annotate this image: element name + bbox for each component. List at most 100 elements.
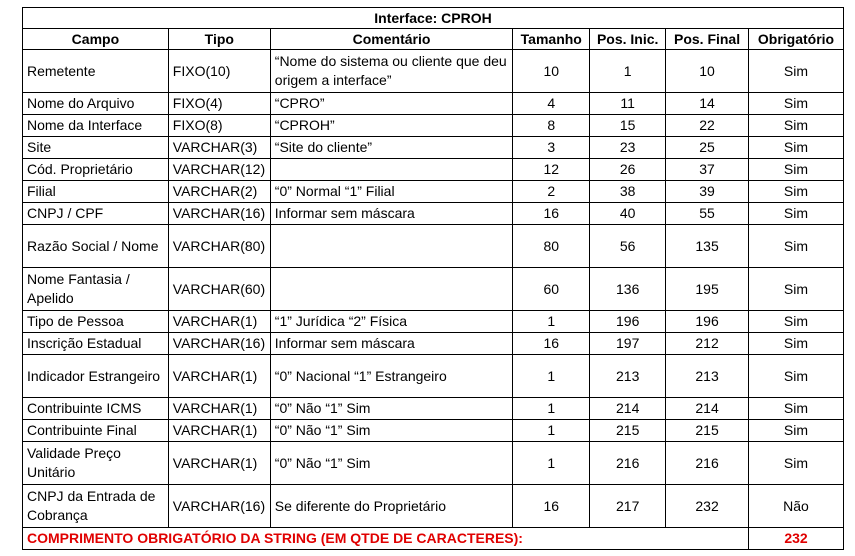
cell-pos-inic: 26 (589, 158, 667, 181)
table-row: Remetente FIXO(10) “Nome do sistema ou cli… (22, 49, 845, 93)
cell-obrigatorio: Sim (747, 441, 845, 485)
cell-comentario: “1” Jurídica “2” Física (269, 310, 514, 333)
cell-pos-final: 25 (665, 136, 749, 159)
cell-pos-final: 216 (665, 441, 749, 485)
cell-tipo: VARCHAR(16) (167, 484, 271, 528)
cell-tamanho: 10 (512, 49, 591, 93)
cell-pos-inic: 15 (589, 114, 667, 137)
cell-obrigatorio: Sim (747, 114, 845, 137)
footer-row: COMPRIMENTO OBRIGATÓRIO DA STRING (EM QT… (22, 527, 845, 550)
table-row: Nome Fantasia / Apelido VARCHAR(60) 60 136 1… (22, 267, 845, 311)
cell-comentario: Informar sem máscara (269, 202, 514, 225)
header-pos-final: Pos. Final (665, 28, 749, 50)
table-row: Razão Social / Nome VARCHAR(80) 80 56 135 Sim (22, 224, 845, 268)
table-row: Indicador Estrangeiro VARCHAR(1) “0” Nacio… (22, 354, 845, 398)
cell-campo: Nome do Arquivo (22, 92, 169, 115)
cell-comentario: “CPROH” (269, 114, 514, 137)
cell-campo: Nome da Interface (22, 114, 169, 137)
cell-tamanho: 3 (512, 136, 591, 159)
cell-pos-final: 37 (665, 158, 749, 181)
table-row: Validade Preço Unitário VARCHAR(1) “0” Não… (22, 441, 845, 485)
interface-table: Interface: CPROH Campo Tipo Comentário Tama… (22, 7, 845, 550)
table-row: CNPJ / CPF VARCHAR(16) Informar sem máscar… (22, 202, 845, 225)
cell-comentario: “0” Não “1” Sim (269, 397, 514, 420)
cell-pos-inic: 56 (589, 224, 667, 268)
cell-tamanho: 60 (512, 267, 591, 311)
table-row: Cód. Proprietário VARCHAR(12) 12 26 37 Sim (22, 158, 845, 181)
table-row: Nome da Interface FIXO(8) “CPROH” 8 15 22 Sim (22, 114, 845, 137)
cell-campo: Inscrição Estadual (22, 332, 169, 355)
cell-pos-final: 215 (665, 419, 749, 442)
cell-obrigatorio: Sim (747, 354, 845, 398)
cell-tamanho: 2 (512, 180, 591, 203)
cell-tipo: VARCHAR(1) (167, 419, 271, 442)
cell-pos-inic: 216 (589, 441, 667, 485)
table-row: Site VARCHAR(3) “Site do cliente” 3 23 25 Sim (22, 136, 845, 159)
cell-tamanho: 16 (512, 332, 591, 355)
cell-pos-inic: 197 (589, 332, 667, 355)
cell-campo: Contribuinte Final (22, 419, 169, 442)
header-tipo: Tipo (167, 28, 271, 50)
cell-pos-inic: 23 (589, 136, 667, 159)
cell-campo: Site (22, 136, 169, 159)
cell-comentario (269, 158, 514, 181)
cell-obrigatorio: Sim (747, 136, 845, 159)
cell-comentario (269, 224, 514, 268)
cell-pos-inic: 11 (589, 92, 667, 115)
cell-pos-inic: 136 (589, 267, 667, 311)
cell-tipo: VARCHAR(1) (167, 397, 271, 420)
cell-campo: Cód. Proprietário (22, 158, 169, 181)
cell-tamanho: 16 (512, 484, 591, 528)
cell-obrigatorio: Sim (747, 224, 845, 268)
cell-pos-inic: 38 (589, 180, 667, 203)
cell-campo: Indicador Estrangeiro (22, 354, 169, 398)
cell-campo: CNPJ da Entrada de Cobrança (22, 484, 169, 528)
cell-campo: Validade Preço Unitário (22, 441, 169, 485)
cell-tipo: FIXO(10) (167, 49, 271, 93)
cell-pos-final: 14 (665, 92, 749, 115)
header-row: Campo Tipo Comentário Tamanho Pos. Inic. Pos.… (22, 28, 845, 50)
table-row: CNPJ da Entrada de Cobrança VARCHAR(16) Se… (22, 484, 845, 528)
cell-obrigatorio: Sim (747, 419, 845, 442)
cell-obrigatorio: Sim (747, 92, 845, 115)
cell-tipo: VARCHAR(2) (167, 180, 271, 203)
cell-campo: Remetente (22, 49, 169, 93)
cell-comentario: “0” Não “1” Sim (269, 419, 514, 442)
cell-comentario: “Site do cliente” (269, 136, 514, 159)
cell-tamanho: 4 (512, 92, 591, 115)
cell-pos-final: 10 (665, 49, 749, 93)
cell-pos-inic: 40 (589, 202, 667, 225)
cell-pos-final: 55 (665, 202, 749, 225)
cell-pos-inic: 213 (589, 354, 667, 398)
cell-tamanho: 1 (512, 397, 591, 420)
cell-obrigatorio: Sim (747, 180, 845, 203)
cell-tipo: VARCHAR(1) (167, 354, 271, 398)
cell-pos-final: 213 (665, 354, 749, 398)
cell-campo: CNPJ / CPF (22, 202, 169, 225)
table-row: Tipo de Pessoa VARCHAR(1) “1” Jurídica “2”… (22, 310, 845, 333)
cell-tamanho: 12 (512, 158, 591, 181)
footer-value: 232 (747, 527, 845, 550)
cell-pos-final: 135 (665, 224, 749, 268)
cell-comentario: “CPRO” (269, 92, 514, 115)
cell-tipo: VARCHAR(16) (167, 202, 271, 225)
cell-obrigatorio: Sim (747, 332, 845, 355)
cell-tipo: VARCHAR(60) (167, 267, 271, 311)
header-tamanho: Tamanho (512, 28, 591, 50)
cell-tipo: FIXO(8) (167, 114, 271, 137)
cell-pos-inic: 217 (589, 484, 667, 528)
cell-tamanho: 1 (512, 419, 591, 442)
cell-obrigatorio: Sim (747, 158, 845, 181)
cell-tipo: FIXO(4) (167, 92, 271, 115)
cell-tipo: VARCHAR(3) (167, 136, 271, 159)
cell-tamanho: 1 (512, 310, 591, 333)
table-row: Nome do Arquivo FIXO(4) “CPRO” 4 11 14 Sim (22, 92, 845, 115)
header-obrigatorio: Obrigatório (747, 28, 845, 50)
cell-comentario: Se diferente do Proprietário (269, 484, 514, 528)
cell-pos-final: 212 (665, 332, 749, 355)
cell-obrigatorio: Sim (747, 397, 845, 420)
cell-campo: Razão Social / Nome (22, 224, 169, 268)
cell-obrigatorio: Sim (747, 202, 845, 225)
cell-tamanho: 8 (512, 114, 591, 137)
cell-comentario: “0” Normal “1” Filial (269, 180, 514, 203)
